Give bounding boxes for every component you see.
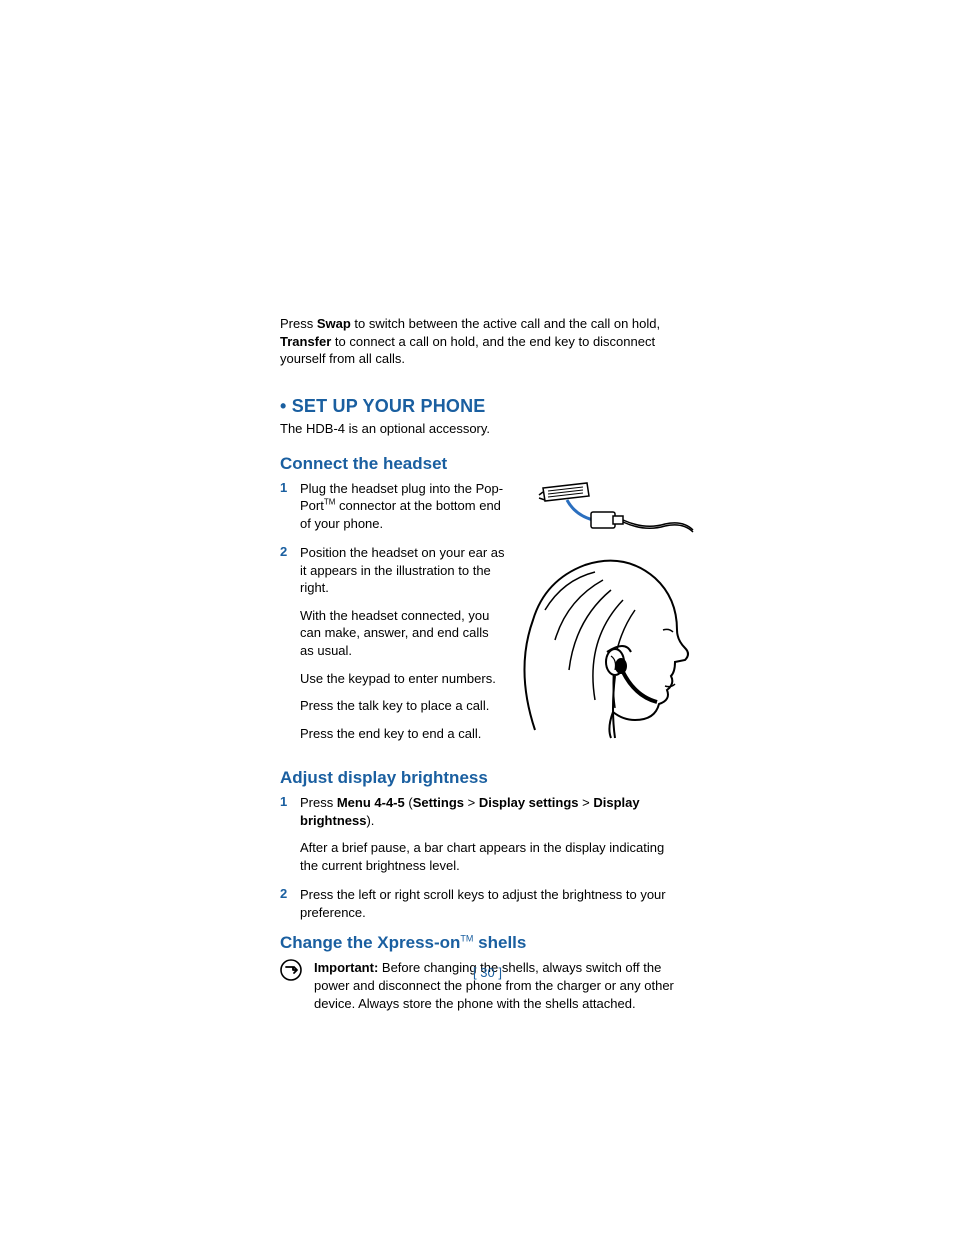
text: to connect a call on hold, and the end k… [280, 334, 655, 367]
subheading-connect: Connect the headset [280, 454, 695, 474]
text: ( [405, 795, 413, 810]
section-heading: • SET UP YOUR PHONE [280, 396, 695, 417]
subheading-xpress: Change the Xpress-onTM shells [280, 933, 695, 953]
text: Press the end key to end a call. [300, 725, 505, 743]
text: Press the left or right scroll keys to a… [300, 886, 685, 921]
step-number: 1 [280, 480, 290, 533]
step-number: 1 [280, 794, 290, 874]
text: Use the keypad to enter numbers. [300, 670, 505, 688]
step-body: Press Menu 4-4-5 (Settings > Display set… [300, 794, 685, 874]
list-item: 2 Position the headset on your ear as it… [280, 544, 505, 742]
step-number: 2 [280, 886, 290, 921]
swap-bold: Swap [317, 316, 351, 331]
headset-columns: 1 Plug the headset plug into the Pop-Por… [280, 480, 695, 755]
heading-text: SET UP YOUR PHONE [292, 396, 486, 416]
step-body: Plug the headset plug into the Pop-PortT… [300, 480, 505, 533]
trademark: TM [460, 934, 473, 944]
list-item: 2 Press the left or right scroll keys to… [280, 886, 695, 921]
step-number: 2 [280, 544, 290, 742]
step-body: Position the headset on your ear as it a… [300, 544, 505, 742]
text: Position the headset on your ear as it a… [300, 544, 505, 597]
bullet-icon: • [280, 396, 287, 416]
brightness-steps: 1 Press Menu 4-4-5 (Settings > Display s… [280, 794, 695, 921]
headset-steps: 1 Plug the headset plug into the Pop-Por… [280, 480, 505, 755]
heading-text: Change the Xpress-on [280, 933, 460, 952]
settings-bold: Settings [413, 795, 464, 810]
text: Press the talk key to place a call. [300, 697, 505, 715]
text: After a brief pause, a bar chart appears… [300, 839, 685, 874]
section-desc: The HDB-4 is an optional accessory. [280, 421, 695, 436]
text: to switch between the active call and th… [351, 316, 660, 331]
intro-paragraph: Press Swap to switch between the active … [280, 315, 695, 368]
heading-text: shells [473, 933, 526, 952]
step-body: Press the left or right scroll keys to a… [300, 886, 685, 921]
subheading-brightness: Adjust display brightness [280, 768, 695, 788]
text: > [464, 795, 479, 810]
headset-diagram-icon [515, 480, 695, 740]
page-number: [ 30 ] [280, 965, 695, 980]
text: With the headset connected, you can make… [300, 607, 505, 660]
page-content: Press Swap to switch between the active … [280, 315, 695, 1012]
headset-illustration [515, 480, 695, 755]
text: Press [300, 795, 337, 810]
text: Press [280, 316, 317, 331]
display-settings-bold: Display settings [479, 795, 579, 810]
text: ). [366, 813, 374, 828]
list-item: 1 Press Menu 4-4-5 (Settings > Display s… [280, 794, 695, 874]
transfer-bold: Transfer [280, 334, 331, 349]
list-item: 1 Plug the headset plug into the Pop-Por… [280, 480, 505, 533]
menu-bold: Menu 4-4-5 [337, 795, 405, 810]
text: > [579, 795, 594, 810]
trademark: TM [324, 498, 336, 507]
